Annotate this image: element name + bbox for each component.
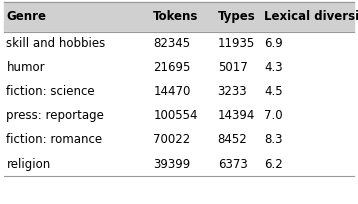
Text: 5017: 5017 [218,61,247,74]
Text: Tokens: Tokens [153,10,199,23]
Bar [4,80,354,104]
Text: 14470: 14470 [153,85,190,98]
Text: press: reportage: press: reportage [6,109,104,122]
Bar [4,152,354,176]
Text: humor: humor [6,61,45,74]
Bar [4,56,354,80]
Text: 7.0: 7.0 [264,109,283,122]
Text: Types: Types [218,10,255,23]
Text: 8452: 8452 [218,133,247,146]
Text: 4.5: 4.5 [264,85,283,98]
Text: 11935: 11935 [218,37,255,50]
Text: 8.3: 8.3 [264,133,283,146]
Text: 39399: 39399 [153,157,190,171]
Text: Genre: Genre [6,10,47,23]
Text: 3233: 3233 [218,85,247,98]
Text: skill and hobbies: skill and hobbies [6,37,106,50]
Text: 100554: 100554 [153,109,198,122]
Text: 70022: 70022 [153,133,190,146]
Text: 21695: 21695 [153,61,190,74]
Text: 6373: 6373 [218,157,247,171]
Text: 4.3: 4.3 [264,61,283,74]
Text: religion: religion [6,157,51,171]
Text: fiction: science: fiction: science [6,85,95,98]
Text: 6.9: 6.9 [264,37,283,50]
Text: 82345: 82345 [153,37,190,50]
Bar [4,2,354,32]
Text: 14394: 14394 [218,109,255,122]
Text: fiction: romance: fiction: romance [6,133,103,146]
Text: 6.2: 6.2 [264,157,283,171]
Text: Lexical diversity: Lexical diversity [264,10,358,23]
Bar [4,32,354,56]
Bar [4,104,354,128]
Bar [4,128,354,152]
